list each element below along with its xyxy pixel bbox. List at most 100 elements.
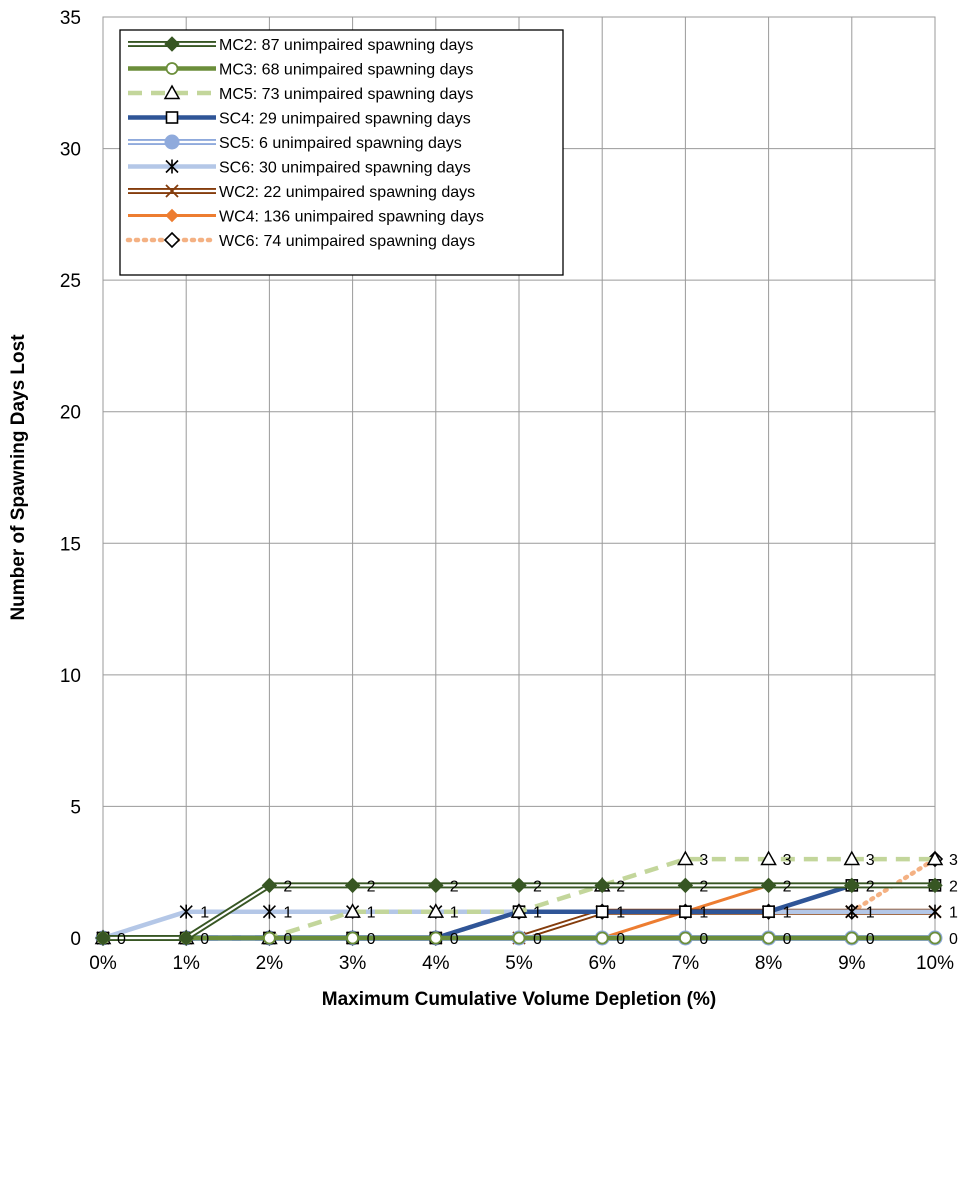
legend: MC2: 87 unimpaired spawning days MC3: 68 … — [119, 29, 564, 276]
legend-item-sc4: SC4: 29 unimpaired spawning days — [128, 111, 471, 128]
data-label: 2 — [533, 878, 542, 895]
series-mc2 — [95, 877, 943, 946]
legend-item-sc6: SC6: 30 unimpaired spawning days — [128, 159, 471, 177]
data-point — [679, 931, 692, 945]
legend-item-wc4: WC4: 136 unimpaired spawning days — [128, 209, 484, 226]
x-tick-label: 10% — [916, 953, 954, 974]
legend-box — [119, 29, 564, 276]
legend-label: MC5: 73 unimpaired spawning days — [219, 86, 473, 103]
data-point — [594, 877, 610, 894]
data-point — [165, 159, 179, 174]
legend-label: MC3: 68 unimpaired spawning days — [219, 62, 473, 79]
x-tick-label: 9% — [838, 953, 866, 974]
data-point — [262, 931, 276, 945]
data-point — [677, 850, 694, 866]
data-point — [512, 931, 526, 945]
data-label: 0 — [450, 931, 459, 948]
legend-label: MC2: 87 unimpaired spawning days — [219, 37, 473, 54]
legend-label: SC6: 30 unimpaired spawning days — [219, 160, 471, 177]
data-point — [165, 62, 179, 75]
data-point — [511, 877, 527, 894]
data-label: 2 — [699, 878, 708, 895]
data-label: 0 — [200, 931, 209, 948]
data-point — [760, 877, 777, 894]
data-point — [164, 36, 180, 52]
data-point — [679, 905, 692, 918]
data-point — [164, 134, 180, 150]
series-mc3 — [96, 931, 942, 945]
data-label: 2 — [367, 878, 376, 895]
data-point — [595, 905, 609, 918]
data-point — [427, 903, 445, 918]
x-tick-label: 8% — [755, 953, 783, 974]
data-point — [261, 877, 278, 894]
data-point — [928, 931, 942, 945]
data-label: 0 — [533, 931, 542, 948]
y-tick-label: 15 — [60, 534, 81, 555]
data-label: 1 — [949, 905, 958, 922]
data-point — [95, 930, 111, 946]
data-label: 2 — [283, 878, 292, 895]
data-point — [346, 931, 360, 945]
data-label: 3 — [866, 852, 875, 869]
legend-label: WC6: 74 unimpaired spawning days — [219, 233, 475, 250]
x-tick-label: 0% — [89, 953, 117, 974]
data-point — [163, 231, 181, 249]
data-label: 0 — [283, 931, 292, 948]
data-label: 1 — [283, 905, 292, 922]
data-point — [762, 931, 775, 945]
legend-item-wc6: WC6: 74 unimpaired spawning days — [125, 231, 475, 250]
legend-label: SC4: 29 unimpaired spawning days — [219, 111, 471, 128]
data-label: 0 — [117, 931, 126, 948]
data-label: 1 — [450, 905, 459, 922]
data-label: 0 — [699, 931, 708, 948]
data-point — [844, 877, 860, 894]
data-label: 3 — [699, 852, 708, 869]
data-point — [677, 877, 694, 894]
data-point — [510, 903, 528, 918]
x-tick-label: 7% — [672, 953, 700, 974]
x-tick-label: 5% — [505, 953, 533, 974]
series-group — [94, 850, 944, 947]
data-point — [179, 904, 193, 919]
data-point — [344, 903, 361, 918]
x-axis-title: Maximum Cumulative Volume Depletion (%) — [322, 989, 716, 1010]
data-point — [845, 931, 859, 945]
y-tick-label: 25 — [60, 271, 81, 292]
y-tick-label: 5 — [70, 797, 81, 818]
data-labels: 0 1 0 2 1 0 2 1 0 2 1 0 2 1 0 2 1 0 3 2 1 0 3 2 1 0 3 2 1 0 3 2 1 0 — [117, 852, 958, 948]
data-point — [165, 208, 179, 223]
data-label: 0 — [616, 931, 625, 948]
data-label: 1 — [866, 905, 875, 922]
legend-label: SC5: 6 unimpaired spawning days — [219, 135, 462, 152]
data-point — [595, 931, 609, 945]
x-tick-label: 6% — [588, 953, 616, 974]
data-point — [928, 904, 942, 919]
data-label: 0 — [783, 931, 792, 948]
y-tick-label: 30 — [60, 140, 81, 161]
x-tick-label: 1% — [172, 953, 200, 974]
data-point — [262, 904, 276, 919]
data-point — [429, 931, 443, 945]
x-tick-label: 3% — [339, 953, 367, 974]
y-tick-label: 20 — [60, 403, 81, 424]
data-label: 1 — [533, 905, 542, 922]
data-label: 2 — [450, 878, 459, 895]
data-label: 1 — [616, 905, 625, 922]
y-tick-label: 35 — [60, 8, 81, 29]
data-point — [762, 905, 775, 918]
data-point — [178, 930, 194, 946]
data-label: 2 — [783, 878, 792, 895]
data-point — [843, 850, 861, 866]
data-point — [165, 184, 179, 198]
data-point — [165, 111, 179, 124]
y-tick-label: 0 — [70, 929, 81, 950]
legend-item-sc5: SC5: 6 unimpaired spawning days — [128, 134, 462, 152]
data-label: 1 — [699, 905, 708, 922]
data-label: 0 — [367, 931, 376, 948]
y-axis-title: Number of Spawning Days Lost — [8, 334, 29, 621]
data-label: 1 — [367, 905, 376, 922]
data-point — [926, 850, 944, 866]
